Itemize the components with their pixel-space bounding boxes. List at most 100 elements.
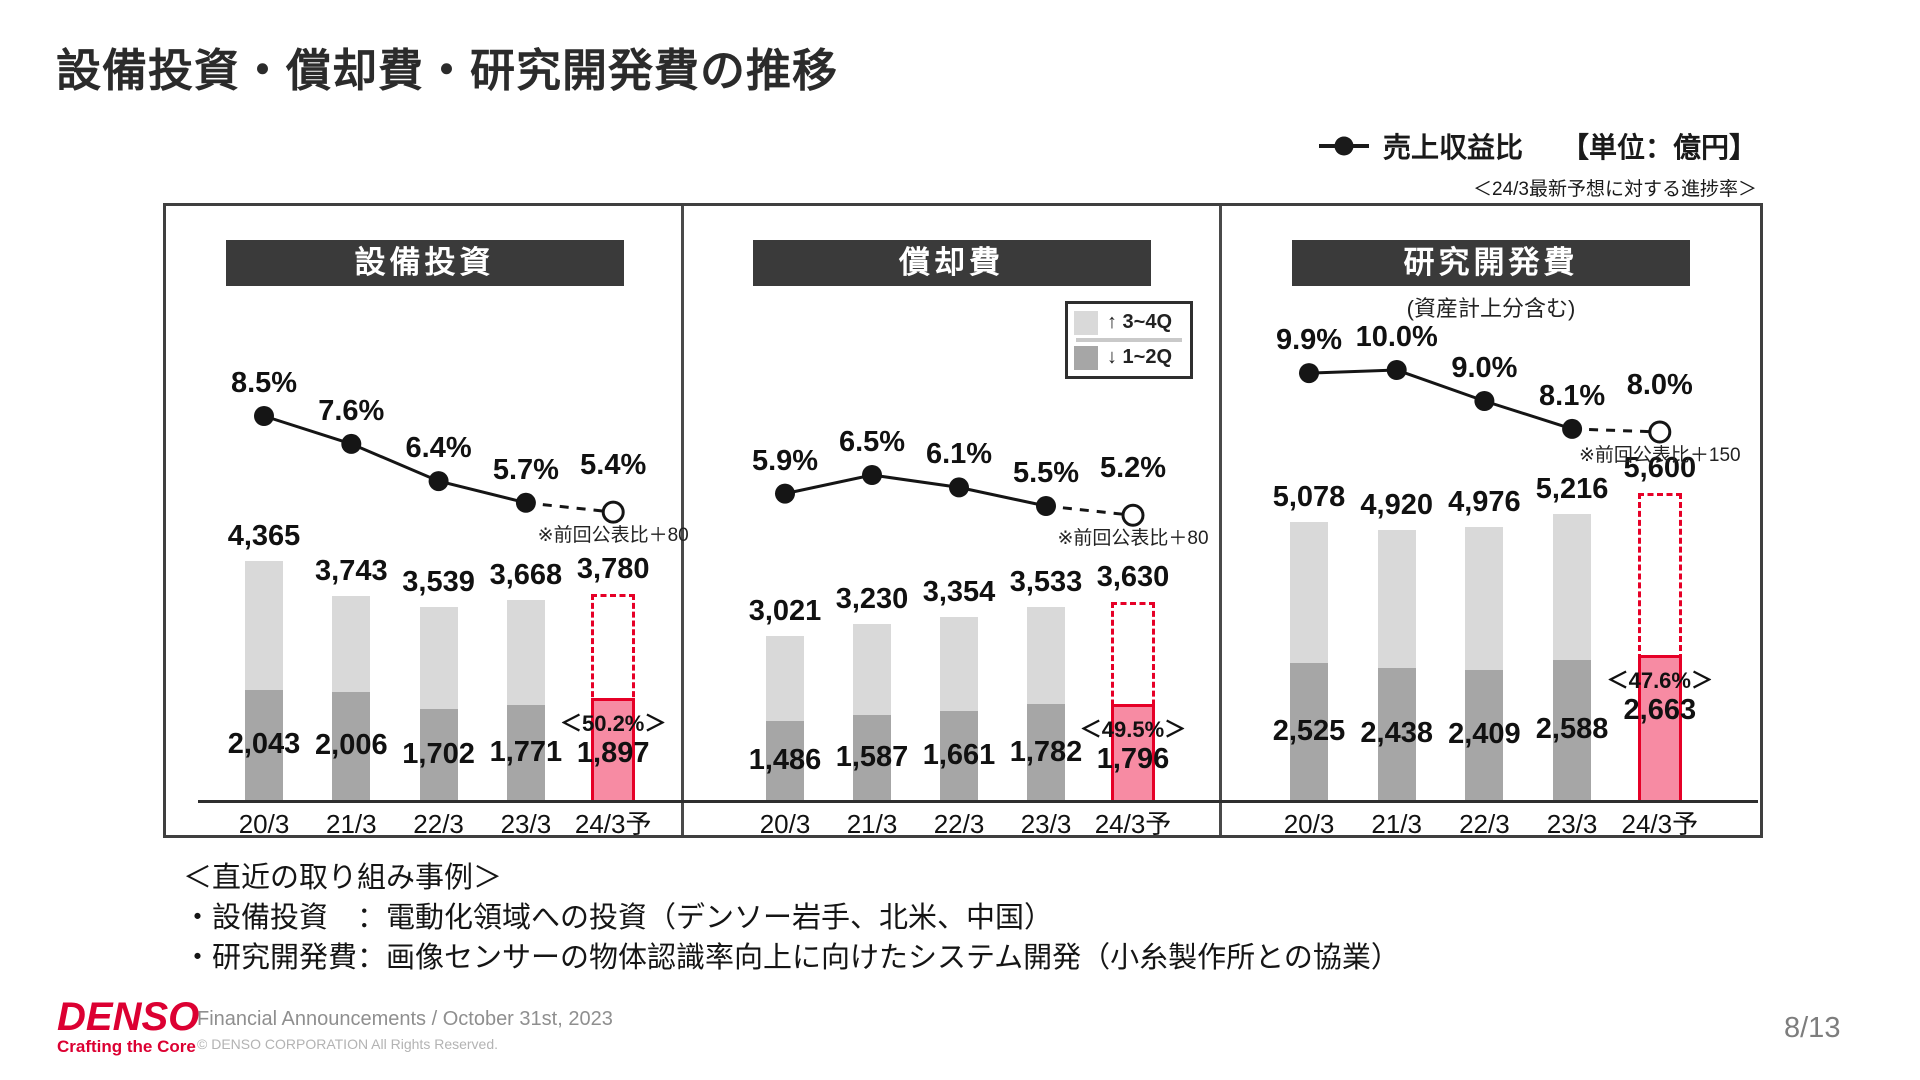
footer-event-text: Financial Announcements / October 31st, … [197, 1008, 613, 1030]
total-value: 4,365 [227, 520, 301, 553]
line-pct-label: 7.6% [318, 394, 385, 427]
forecast-note: ※前回公表比＋80 [537, 525, 689, 547]
panel-capex-title: 設備投資 [225, 240, 624, 286]
swatch-1-2q [1074, 345, 1098, 370]
legend-separator [1076, 338, 1182, 342]
bar-first-half [1027, 704, 1065, 803]
panel-rd: 研究開発費 (資産計上分含む) 2,525 5,078 20/3 2,438 4,920… [1222, 206, 1760, 838]
x-axis-label: 20/3 [1283, 809, 1335, 839]
first-half-value: 2,525 [1272, 715, 1346, 748]
forecast-progress-label: ＜49.5%＞ [1079, 716, 1187, 742]
total-value: 3,668 [489, 558, 563, 591]
first-half-value: 2,043 [227, 728, 301, 761]
first-half-value: 2,006 [315, 729, 388, 762]
x-axis-label: 23/3 [1546, 809, 1598, 839]
bar-first-half [1377, 667, 1416, 803]
line-pct-label: 8.1% [1539, 379, 1606, 412]
legend-row: 売上収益比 【単位：億円】 [1318, 126, 1757, 166]
line-pct-label: 10.0% [1355, 321, 1438, 353]
initiatives-heading: ＜直近の取り組み事例＞ [183, 862, 503, 894]
first-half-value: 1,771 [489, 735, 563, 768]
total-value: 3,354 [922, 576, 996, 609]
footer-copyright: © DENSO CORPORATION All Rights Reserved. [197, 1036, 499, 1052]
total-value: 3,230 [835, 583, 909, 616]
legend-3-4q-row: ↑ 3~4Q [1074, 308, 1184, 337]
total-value: 3,021 [748, 594, 822, 627]
progress-rate-note: ＜24/3最新予想に対する進捗率＞ [1473, 179, 1757, 200]
first-half-value: 2,409 [1448, 718, 1521, 751]
total-value: 3,743 [315, 554, 388, 587]
bar-first-half [1553, 659, 1592, 803]
forecast-actual-value: 1,796 [1096, 742, 1170, 775]
initiatives-block: ＜直近の取り組み事例＞ ・設備投資 ：電動化領域への投資（デンソー岩手、北米、中… [183, 858, 1400, 978]
forecast-note: ※前回公表比＋150 [1578, 445, 1741, 466]
panel-depreciation: 償却費 1,486 3,021 20/3 1,587 3,230 21/3 1,661 3,3… [684, 206, 1219, 838]
line-pct-label: 6.5% [838, 426, 906, 458]
panel-depreciation-plot: 1,486 3,021 20/3 1,587 3,230 21/3 1,661 3,354 22… [684, 206, 1219, 838]
line-pct-label: 5.4% [580, 449, 647, 482]
swatch-3-4q [1074, 310, 1098, 335]
total-value: 5,600 [1623, 451, 1697, 484]
revenue-ratio-line-chart [1299, 360, 1672, 444]
initiative-rd: ・研究開発費：画像センサーの物体認識率向上に向けたシステム開発（小糸製作所との協… [183, 942, 1400, 974]
total-value: 5,078 [1272, 480, 1346, 513]
revenue-ratio-line-chart [775, 465, 1145, 527]
line-pct-label: 5.2% [1099, 452, 1167, 485]
line-pct-label: 8.0% [1626, 369, 1693, 401]
first-half-value: 1,782 [1009, 735, 1083, 768]
x-axis-label: 20/3 [759, 809, 811, 839]
legend-1-2q-label: ↓ 1~2Q [1107, 346, 1173, 368]
denso-logo-tagline: Crafting the Core [57, 1037, 196, 1056]
x-axis-label: 23/3 [1020, 809, 1072, 839]
line-series-label: 売上収益比 [1382, 132, 1523, 163]
x-axis-label: 23/3 [500, 809, 552, 839]
forecast-note: ※前回公表比＋80 [1057, 528, 1209, 550]
bar-first-half [332, 691, 371, 803]
forecast-progress-label: ＜50.2%＞ [559, 710, 667, 736]
x-axis-label: 21/3 [325, 809, 377, 839]
total-value: 3,780 [576, 552, 650, 585]
panel-rd-title: 研究開発費 [1292, 240, 1690, 286]
line-series-marker-icon [1318, 136, 1369, 156]
forecast-actual-value: 2,663 [1623, 694, 1697, 727]
forecast-actual-value: 1,897 [576, 736, 650, 769]
forecast-progress-label: ＜47.6%＞ [1606, 668, 1713, 694]
bar-first-half [766, 720, 804, 803]
denso-logo: DENSO Crafting the Core [57, 995, 200, 1057]
total-value: 3,539 [402, 565, 475, 598]
total-value: 4,976 [1448, 486, 1521, 519]
legend-1-2q-row: ↓ 1~2Q [1074, 343, 1184, 372]
x-axis-line [198, 800, 1758, 803]
total-value: 3,630 [1096, 560, 1170, 593]
total-value: 4,920 [1360, 489, 1433, 522]
line-pct-label: 5.7% [492, 453, 559, 486]
first-half-value: 1,587 [835, 741, 909, 774]
bar-first-half [245, 689, 283, 803]
line-pct-label: 6.1% [925, 438, 993, 471]
panel-divider [1219, 206, 1222, 835]
x-axis-label: 24/3予 [1094, 809, 1172, 839]
x-axis-label: 22/3 [933, 809, 985, 839]
x-axis-label: 22/3 [1459, 809, 1510, 839]
chart-legend: 売上収益比 【単位：億円】 ＜24/3最新予想に対する進捗率＞ [1318, 126, 1757, 201]
bar-first-half [419, 708, 458, 803]
first-half-value: 2,438 [1360, 717, 1433, 750]
panel-depreciation-title: 償却費 [752, 240, 1151, 286]
panel-capex-plot: 2,043 4,365 20/3 2,006 3,743 21/3 1,702 3,539 22… [166, 206, 689, 838]
initiative-capex: ・設備投資 ：電動化領域への投資（デンソー岩手、北米、中国） [183, 902, 1054, 934]
line-pct-label: 9.0% [1451, 352, 1518, 384]
line-pct-label: 9.9% [1275, 324, 1343, 357]
panel-capex: 設備投資 2,043 4,365 20/3 2,006 3,743 21/3 1,702 3,… [166, 206, 689, 838]
first-half-value: 2,588 [1535, 713, 1609, 746]
page-title: 設備投資・償却費・研究開発費の推移 [56, 45, 839, 96]
x-axis-label: 24/3予 [574, 809, 652, 839]
denso-logo-text: DENSO [57, 995, 200, 1039]
first-half-value: 1,486 [748, 743, 822, 776]
first-half-value: 1,702 [402, 737, 475, 770]
panel-rd-plot: 2,525 5,078 20/3 2,438 4,920 21/3 2,409 4,976 22… [1222, 206, 1760, 838]
revenue-ratio-line-chart [254, 406, 625, 524]
x-axis-label: 20/3 [238, 809, 290, 839]
x-axis-label: 24/3予 [1621, 809, 1699, 839]
x-axis-label: 21/3 [1371, 809, 1422, 839]
x-axis-label: 22/3 [413, 809, 464, 839]
